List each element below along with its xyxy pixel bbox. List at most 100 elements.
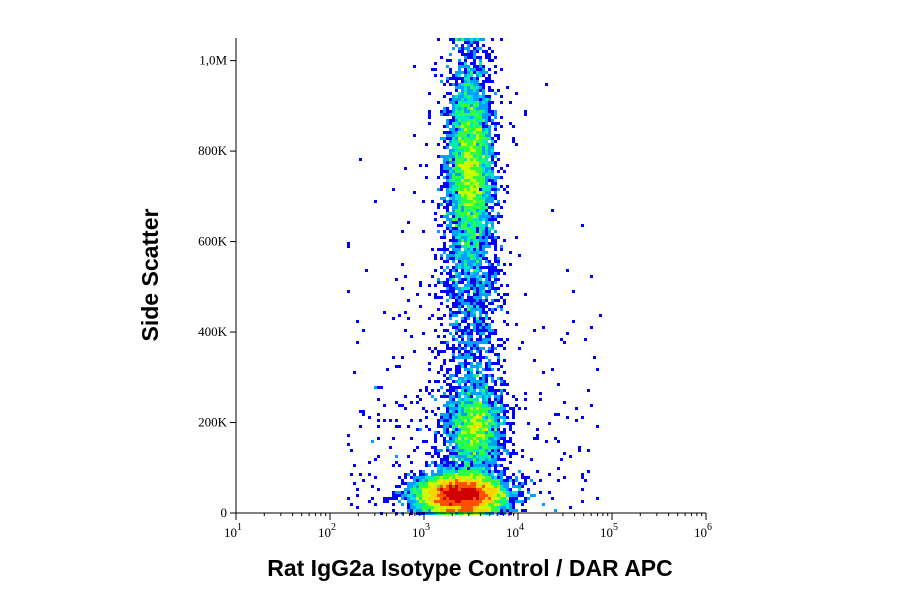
- data-point: [461, 272, 464, 275]
- data-point: [482, 311, 485, 314]
- data-point: [455, 395, 458, 398]
- data-point: [440, 365, 443, 368]
- data-point: [467, 44, 470, 47]
- data-point: [467, 410, 470, 413]
- data-point: [473, 344, 476, 347]
- data-point: [476, 68, 479, 71]
- data-point: [461, 482, 464, 485]
- data-point: [479, 125, 482, 128]
- data-point: [467, 185, 470, 188]
- data-point: [521, 491, 524, 494]
- data-point: [428, 392, 431, 395]
- data-point: [476, 323, 479, 326]
- data-point: [452, 287, 455, 290]
- data-point: [494, 281, 497, 284]
- data-point: [461, 77, 464, 80]
- data-point: [491, 455, 494, 458]
- data-point: [491, 416, 494, 419]
- data-point: [416, 428, 419, 431]
- data-point: [464, 47, 467, 50]
- data-point: [422, 503, 425, 506]
- data-point: [485, 494, 488, 497]
- data-point: [491, 509, 494, 512]
- data-point: [479, 233, 482, 236]
- data-point: [470, 350, 473, 353]
- data-point: [461, 335, 464, 338]
- data-point: [476, 413, 479, 416]
- data-point: [419, 284, 422, 287]
- data-point: [485, 119, 488, 122]
- data-point: [428, 494, 431, 497]
- data-point: [482, 386, 485, 389]
- data-point: [455, 89, 458, 92]
- data-point: [437, 248, 440, 251]
- data-point: [458, 353, 461, 356]
- data-point: [455, 386, 458, 389]
- data-point: [455, 125, 458, 128]
- data-point: [443, 482, 446, 485]
- data-point: [485, 251, 488, 254]
- data-point: [470, 134, 473, 137]
- data-point: [455, 437, 458, 440]
- data-point: [461, 305, 464, 308]
- data-point: [476, 164, 479, 167]
- data-point: [488, 194, 491, 197]
- data-point: [491, 434, 494, 437]
- data-point: [458, 326, 461, 329]
- data-point: [461, 341, 464, 344]
- data-point: [395, 455, 398, 458]
- data-point: [476, 200, 479, 203]
- data-point: [521, 485, 524, 488]
- data-point: [455, 491, 458, 494]
- data-point: [455, 182, 458, 185]
- data-point: [443, 341, 446, 344]
- data-point: [443, 167, 446, 170]
- data-point: [482, 128, 485, 131]
- data-point: [416, 401, 419, 404]
- data-point: [467, 452, 470, 455]
- data-point: [461, 434, 464, 437]
- data-point: [473, 224, 476, 227]
- data-point: [449, 434, 452, 437]
- data-point: [440, 494, 443, 497]
- data-point: [449, 227, 452, 230]
- data-point: [497, 425, 500, 428]
- data-point: [470, 344, 473, 347]
- data-point: [461, 317, 464, 320]
- data-point: [467, 485, 470, 488]
- data-point: [434, 380, 437, 383]
- data-point: [434, 476, 437, 479]
- data-point: [476, 188, 479, 191]
- data-point: [491, 506, 494, 509]
- data-point: [467, 155, 470, 158]
- data-point: [485, 503, 488, 506]
- data-point: [464, 380, 467, 383]
- data-point: [482, 92, 485, 95]
- data-point: [503, 170, 506, 173]
- data-point: [419, 494, 422, 497]
- data-point: [443, 479, 446, 482]
- data-point: [485, 227, 488, 230]
- data-point: [482, 113, 485, 116]
- data-point: [437, 419, 440, 422]
- data-point: [503, 380, 506, 383]
- data-point: [482, 476, 485, 479]
- data-point: [476, 395, 479, 398]
- data-point: [449, 245, 452, 248]
- data-point: [458, 98, 461, 101]
- data-point: [467, 68, 470, 71]
- data-point: [476, 263, 479, 266]
- data-point: [479, 62, 482, 65]
- data-point: [491, 143, 494, 146]
- data-point: [509, 437, 512, 440]
- data-point: [452, 422, 455, 425]
- data-point: [482, 119, 485, 122]
- data-point: [566, 269, 569, 272]
- data-point: [464, 89, 467, 92]
- data-point: [458, 116, 461, 119]
- data-point: [443, 437, 446, 440]
- data-point: [467, 137, 470, 140]
- data-point: [470, 275, 473, 278]
- data-point: [440, 74, 443, 77]
- data-point: [485, 407, 488, 410]
